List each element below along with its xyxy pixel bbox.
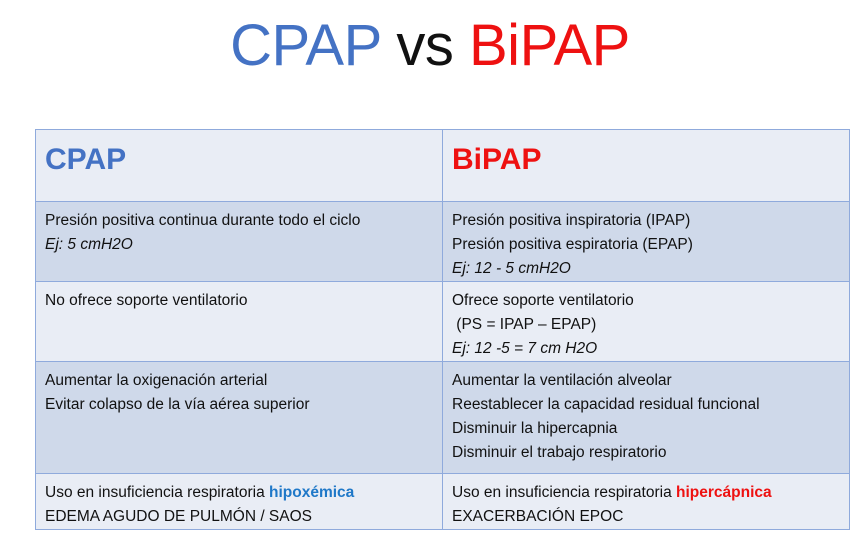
cell-text: Aumentar la ventilación alveolar — [452, 372, 672, 389]
cell-text: Presión positiva continua durante todo e… — [45, 212, 361, 229]
cell-text: EXACERBACIÓN EPOC — [452, 508, 624, 525]
cell-bipap-support: Ofrece soporte ventilatorio (PS = IPAP –… — [442, 281, 850, 362]
table-row: Presión positiva continua durante todo e… — [35, 201, 850, 282]
cell-text: Aumentar la oxigenación arterial — [45, 372, 268, 389]
highlight-hypoxemic: hipoxémica — [269, 484, 355, 501]
cell-cpap-pressure: Presión positiva continua durante todo e… — [35, 201, 443, 282]
cell-text: Uso en insuficiencia respiratoria — [45, 484, 269, 501]
cell-text: Evitar colapso de la vía aérea superior — [45, 396, 310, 413]
cell-bipap-usage: Uso en insuficiencia respiratoria hiperc… — [442, 473, 850, 530]
cell-bipap-goals: Aumentar la ventilación alveolar Reestab… — [442, 361, 850, 474]
cell-example: Ej: 5 cmH2O — [45, 236, 133, 253]
cell-cpap-support: No ofrece soporte ventilatorio — [35, 281, 443, 362]
slide-title: CPAP vs BiPAP — [0, 10, 860, 82]
cell-cpap-usage: Uso en insuficiencia respiratoria hipoxé… — [35, 473, 443, 530]
cell-text: Reestablecer la capacidad residual funci… — [452, 396, 760, 413]
cell-text: Presión positiva inspiratoria (IPAP) — [452, 212, 691, 229]
table-header-row: CPAP BiPAP — [35, 129, 850, 202]
cell-example: Ej: 12 -5 = 7 cm H2O — [452, 340, 598, 357]
highlight-hypercapnic: hipercápnica — [676, 484, 772, 501]
cell-usage-line: Uso en insuficiencia respiratoria hipoxé… — [45, 481, 434, 505]
cell-text: Presión positiva espiratoria (EPAP) — [452, 236, 693, 253]
title-cpap: CPAP — [230, 13, 381, 78]
table-row: Uso en insuficiencia respiratoria hipoxé… — [35, 473, 850, 530]
table-row: No ofrece soporte ventilatorio Ofrece so… — [35, 281, 850, 362]
cell-text: No ofrece soporte ventilatorio — [45, 292, 248, 309]
cell-text: EDEMA AGUDO DE PULMÓN / SAOS — [45, 508, 313, 525]
cell-text: Disminuir el trabajo respiratorio — [452, 444, 667, 461]
comparison-table: CPAP BiPAP Presión positiva continua dur… — [35, 129, 850, 530]
cell-bipap-pressure: Presión positiva inspiratoria (IPAP) Pre… — [442, 201, 850, 282]
title-bipap: BiPAP — [469, 13, 630, 78]
cell-text: Uso en insuficiencia respiratoria — [452, 484, 676, 501]
cell-cpap-goals: Aumentar la oxigenación arterial Evitar … — [35, 361, 443, 474]
cell-example: Ej: 12 - 5 cmH2O — [452, 260, 571, 277]
cell-text: Ofrece soporte ventilatorio — [452, 292, 634, 309]
title-vs: vs — [396, 13, 454, 78]
table-row: Aumentar la oxigenación arterial Evitar … — [35, 361, 850, 474]
cell-formula: (PS = IPAP – EPAP) — [452, 316, 597, 333]
header-cpap: CPAP — [35, 129, 443, 202]
cell-usage-line: Uso en insuficiencia respiratoria hiperc… — [452, 481, 841, 505]
cell-text: Disminuir la hipercapnia — [452, 420, 618, 437]
header-bipap: BiPAP — [442, 129, 850, 202]
